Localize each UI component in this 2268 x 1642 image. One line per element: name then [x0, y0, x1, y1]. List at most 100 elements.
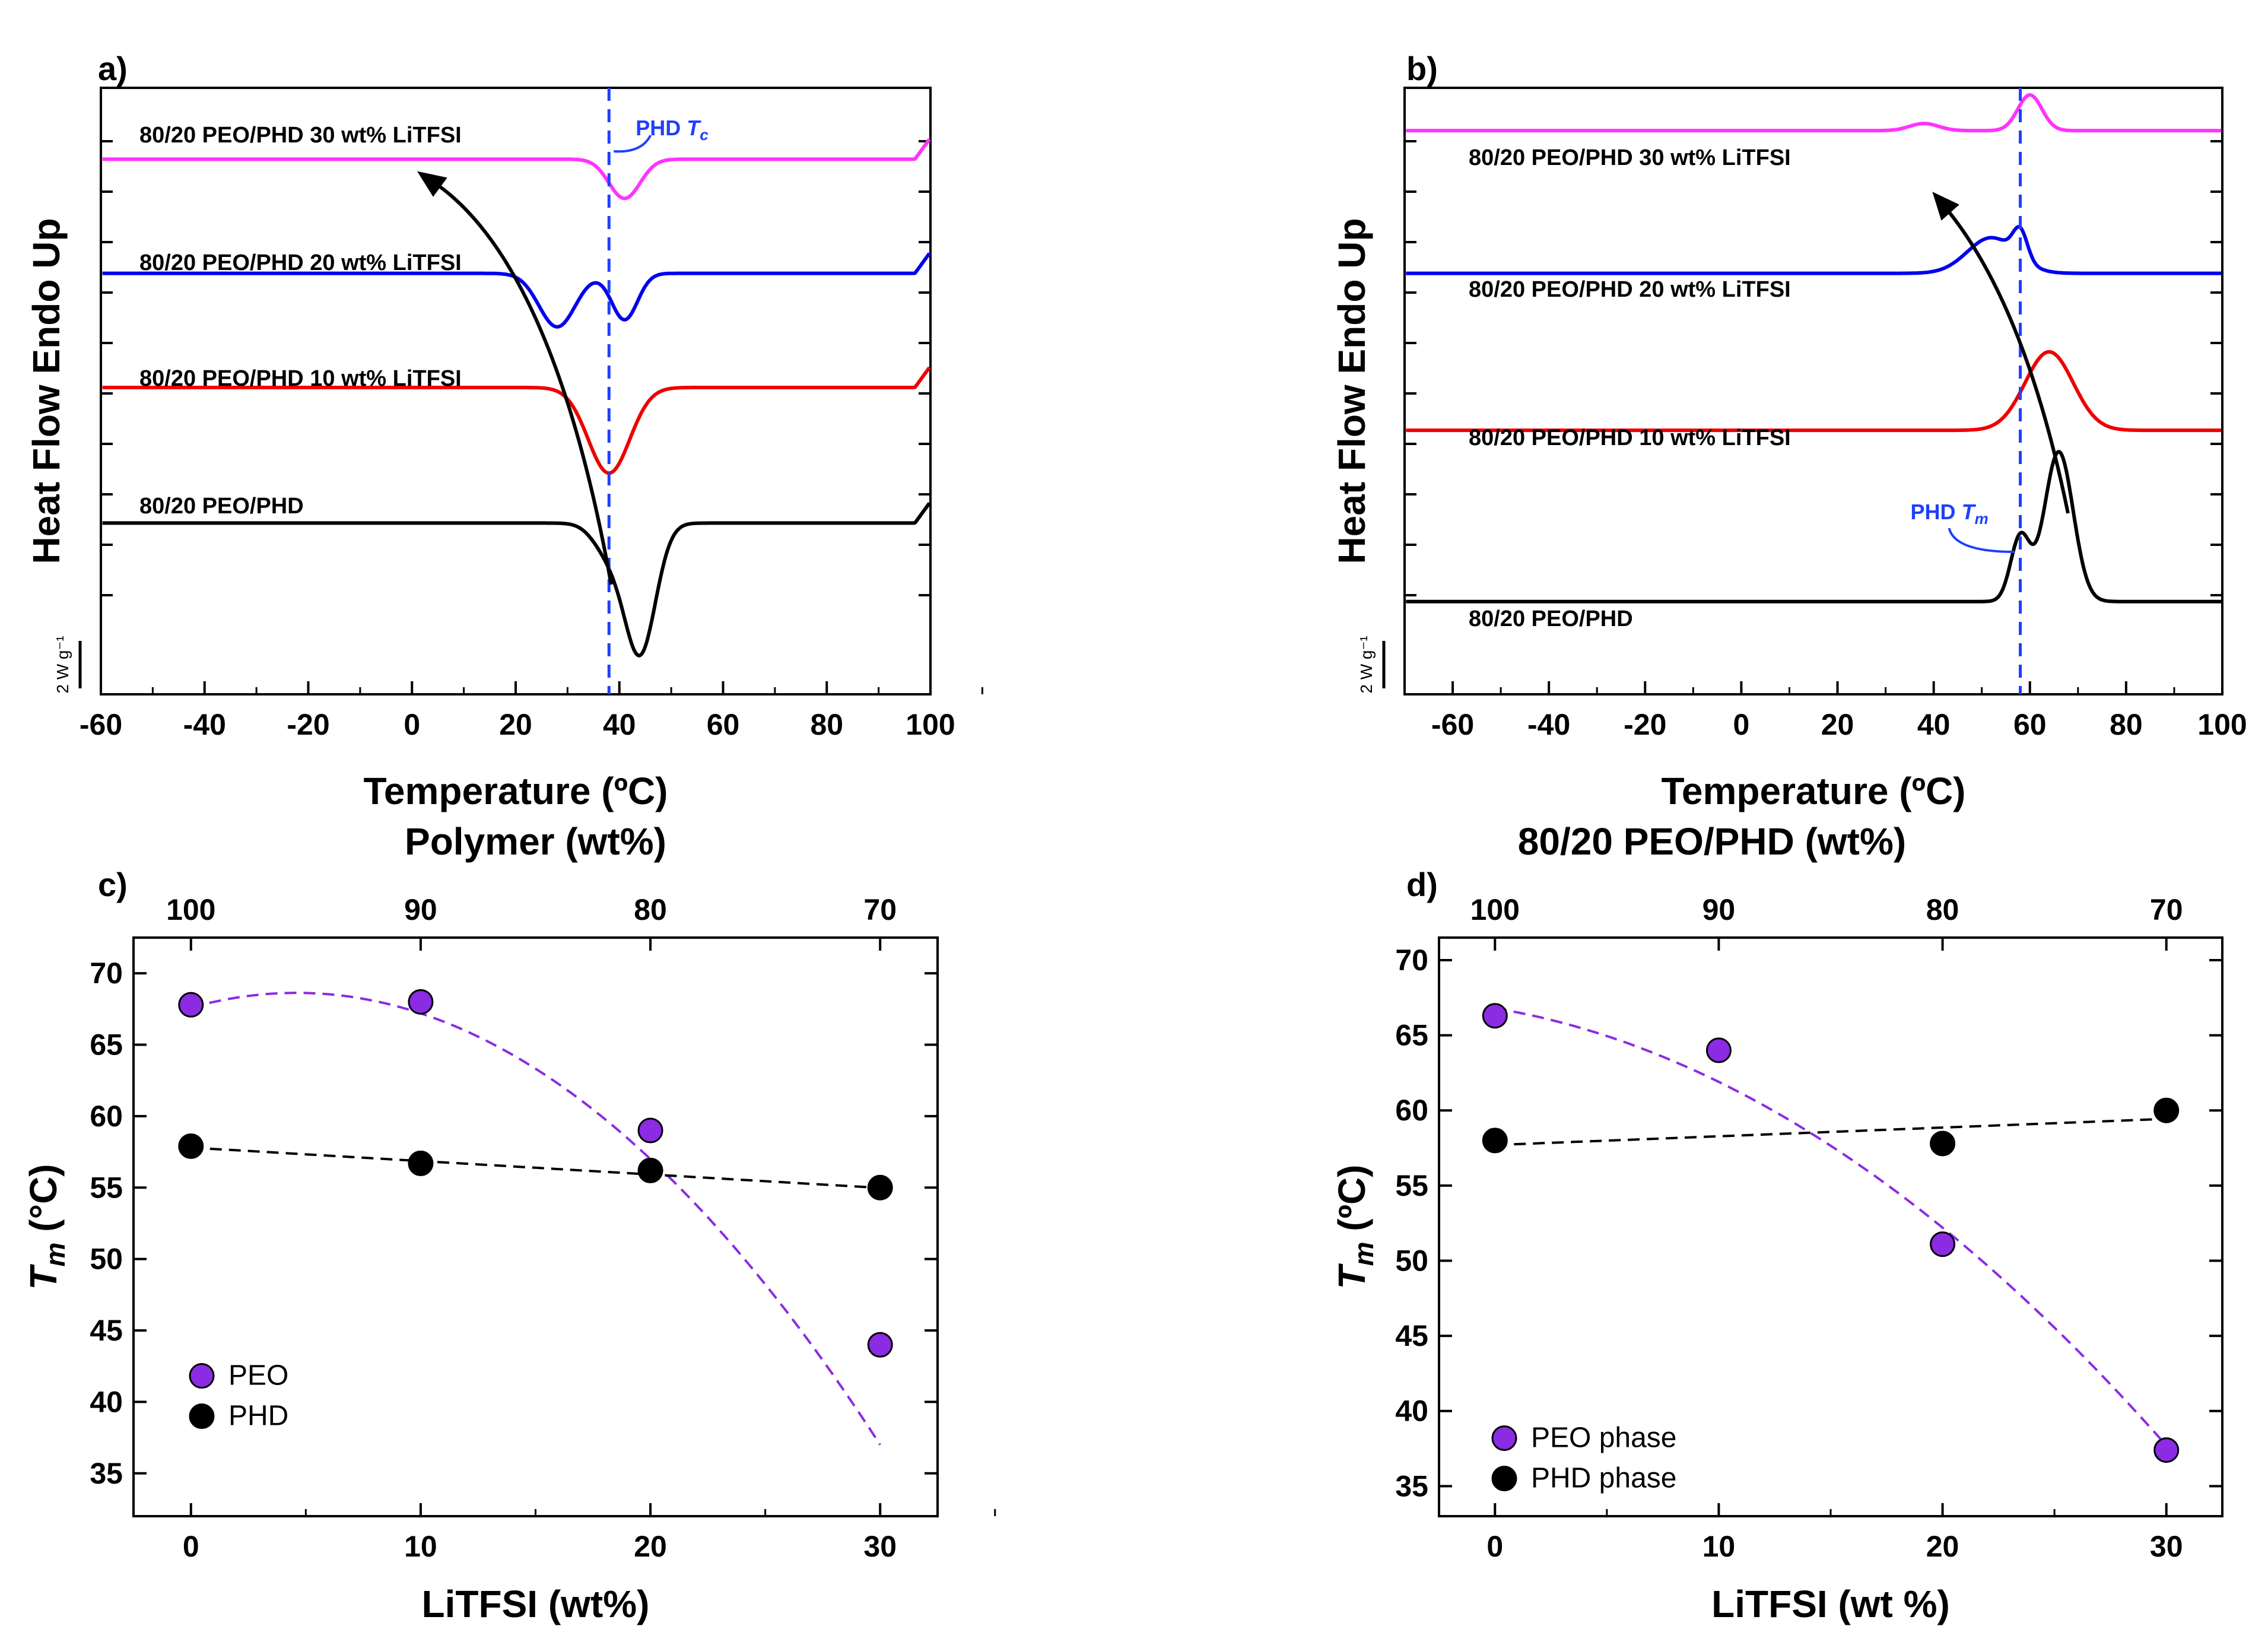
x-tick-label: 20 — [1926, 1530, 1959, 1563]
y-tick-label: 50 — [90, 1243, 123, 1276]
x-tick-label: 100 — [2197, 708, 2247, 741]
y-tick-label: 35 — [90, 1457, 123, 1490]
x-tick-label: 0 — [183, 1530, 199, 1563]
data-point — [2153, 1437, 2180, 1463]
x-tick-label: 0 — [1733, 708, 1750, 741]
curve-label: 80/20 PEO/PHD 30 wt% LiTFSI — [1469, 145, 1791, 170]
data-point — [178, 1133, 204, 1159]
x-tick-label: 40 — [603, 708, 636, 741]
legend-label: PEO phase — [1531, 1422, 1676, 1454]
top-axis-label: 80/20 PEO/PHD (wt%) — [1518, 820, 1906, 863]
fit-line — [1494, 1007, 2168, 1447]
data-point — [408, 1150, 434, 1176]
x-tick-label: 40 — [1917, 708, 1951, 741]
y-label-unit: (°C) — [22, 1164, 65, 1242]
data-point — [1930, 1130, 1956, 1157]
y-axis-label: Heat Flow Endo Up — [25, 218, 68, 564]
curve-label: 80/20 PEO/PHD — [139, 494, 304, 519]
y-axis-label: Tm (°C) — [22, 1164, 71, 1290]
fit-line — [190, 1146, 881, 1189]
marker-arrow — [1948, 528, 2015, 553]
x-tick-label: 60 — [2013, 708, 2047, 741]
legend-marker — [189, 1363, 215, 1389]
data-point — [1482, 1128, 1508, 1154]
legend-label: PHD phase — [1531, 1463, 1676, 1494]
panel-c: c) 0 100 10 90 20 80 30 70 35 40 45 50 55 60 65 70 LiTFSI… — [22, 820, 996, 1625]
x-tick-label: -60 — [80, 708, 122, 741]
legend-marker — [1491, 1466, 1517, 1492]
y-tick-label: 40 — [90, 1385, 123, 1418]
x-tick-label: 100 — [906, 708, 955, 741]
data-point — [408, 989, 434, 1015]
x-axis-label: Temperature (ºC) — [1662, 770, 1966, 812]
x-tick-label: 20 — [1821, 708, 1854, 741]
y-tick-label: 70 — [1395, 944, 1428, 977]
data-point — [637, 1157, 663, 1183]
marker-label: PHD Tm — [1911, 500, 1989, 528]
y-tick-label: 65 — [90, 1028, 123, 1062]
x-axis-label: LiTFSI (wt %) — [1711, 1583, 1950, 1625]
x-tick-label: -40 — [183, 708, 226, 741]
y-axis-label: Heat Flow Endo Up — [1330, 218, 1373, 564]
legend-marker — [1491, 1425, 1517, 1452]
x-tick-label: 80 — [810, 708, 843, 741]
data-point — [637, 1117, 663, 1144]
top-tick-label: 70 — [863, 893, 897, 926]
top-tick-label: 70 — [2150, 893, 2183, 926]
dsc-curve — [1406, 93, 2222, 133]
marker-arrow — [614, 135, 652, 153]
curve-label: 80/20 PEO/PHD 30 wt% LiTFSI — [139, 123, 462, 148]
x-tick-label: 0 — [1486, 1530, 1503, 1563]
x-tick-label: 30 — [2150, 1530, 2183, 1563]
panel-label: c) — [98, 866, 128, 903]
scale-bar-label: 2 W g⁻¹ — [53, 636, 72, 693]
x-tick-label: 20 — [634, 1530, 667, 1563]
y-label-symbol: T — [22, 1264, 65, 1290]
y-tick-label: 60 — [90, 1100, 123, 1133]
trend-arrowhead — [417, 171, 447, 197]
fit-line — [190, 992, 881, 1446]
plot-frame — [100, 87, 932, 695]
panel-a: a) -60 -40 -20 0 20 40 60 80 100 Temperature (ºC) H… — [25, 50, 983, 812]
y-label-subscript: m — [1348, 1242, 1379, 1266]
x-tick-label: 80 — [2110, 708, 2143, 741]
legend-label: PEO — [228, 1360, 288, 1392]
panel-label: a) — [98, 50, 128, 87]
legend-marker — [189, 1403, 215, 1430]
y-tick-label: 40 — [1395, 1395, 1428, 1428]
data-point — [178, 992, 204, 1018]
y-axis-label: Tm (ºC) — [1330, 1165, 1379, 1290]
marker-text: PHD — [1911, 500, 1962, 524]
top-tick-label: 90 — [404, 893, 437, 926]
x-tick-label: 60 — [707, 708, 740, 741]
scale-bar-label: 2 W g⁻¹ — [1357, 636, 1376, 693]
data-point — [867, 1174, 893, 1200]
curve-label: 80/20 PEO/PHD 20 wt% LiTFSI — [1469, 277, 1791, 302]
x-tick-label: 10 — [404, 1530, 437, 1563]
dsc-curve — [1406, 449, 2222, 604]
curve-label: 80/20 PEO/PHD 20 wt% LiTFSI — [139, 250, 462, 275]
panel-label: b) — [1406, 50, 1438, 87]
y-tick-label: 35 — [1395, 1469, 1428, 1503]
y-tick-label: 65 — [1395, 1019, 1428, 1052]
x-tick-label: 30 — [863, 1530, 897, 1563]
trend-arrow — [1939, 201, 2070, 514]
x-tick-label: -40 — [1527, 708, 1570, 741]
marker-subscript: m — [1975, 510, 1989, 528]
x-tick-label: -20 — [1624, 708, 1666, 741]
fit-line — [1495, 1117, 2167, 1146]
y-label-symbol: T — [1330, 1263, 1373, 1290]
curve-label: 80/20 PEO/PHD 10 wt% LiTFSI — [1469, 425, 1791, 450]
x-axis-label: LiTFSI (wt%) — [422, 1583, 650, 1625]
x-tick-label: -60 — [1431, 708, 1474, 741]
y-tick-label: 50 — [1395, 1244, 1428, 1277]
marker-subscript: c — [700, 126, 709, 144]
top-axis-label: Polymer (wt%) — [405, 820, 666, 863]
y-tick-label: 60 — [1395, 1094, 1428, 1127]
y-tick-label: 55 — [90, 1171, 123, 1204]
marker-symbol: T — [1962, 500, 1977, 524]
data-point — [1930, 1231, 1956, 1257]
panel-d: d) 0 100 10 90 20 80 30 70 35 40 45 50 55 60 65 70 LiTFSI… — [1330, 820, 2223, 1625]
x-tick-label: 10 — [1702, 1530, 1736, 1563]
